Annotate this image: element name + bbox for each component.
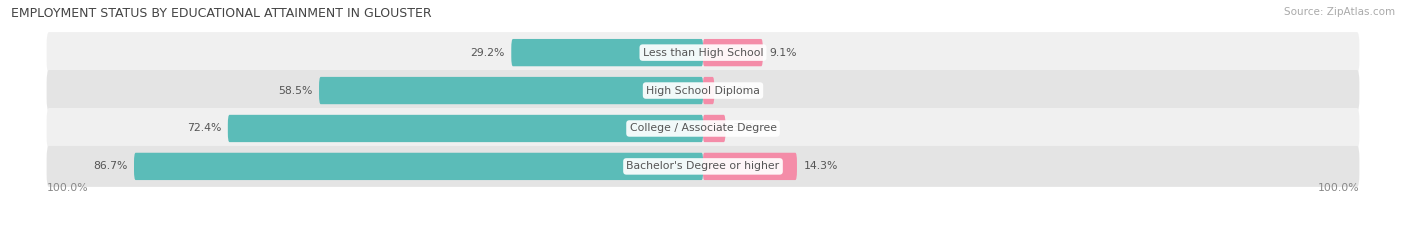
Text: Bachelor's Degree or higher: Bachelor's Degree or higher <box>627 161 779 171</box>
Text: 58.5%: 58.5% <box>278 86 312 96</box>
Text: College / Associate Degree: College / Associate Degree <box>630 123 776 134</box>
FancyBboxPatch shape <box>703 77 714 104</box>
Text: High School Diploma: High School Diploma <box>647 86 759 96</box>
FancyBboxPatch shape <box>703 115 725 142</box>
FancyBboxPatch shape <box>228 115 703 142</box>
Text: Less than High School: Less than High School <box>643 48 763 58</box>
Text: 29.2%: 29.2% <box>471 48 505 58</box>
FancyBboxPatch shape <box>46 108 1360 149</box>
Text: 9.1%: 9.1% <box>769 48 797 58</box>
FancyBboxPatch shape <box>46 146 1360 187</box>
FancyBboxPatch shape <box>512 39 703 66</box>
FancyBboxPatch shape <box>46 32 1360 73</box>
Text: EMPLOYMENT STATUS BY EDUCATIONAL ATTAINMENT IN GLOUSTER: EMPLOYMENT STATUS BY EDUCATIONAL ATTAINM… <box>11 7 432 20</box>
Text: 1.7%: 1.7% <box>721 86 748 96</box>
Text: 86.7%: 86.7% <box>93 161 128 171</box>
FancyBboxPatch shape <box>46 70 1360 111</box>
Text: Source: ZipAtlas.com: Source: ZipAtlas.com <box>1284 7 1395 17</box>
FancyBboxPatch shape <box>703 153 797 180</box>
Text: 100.0%: 100.0% <box>46 183 89 193</box>
Text: 14.3%: 14.3% <box>803 161 838 171</box>
FancyBboxPatch shape <box>134 153 703 180</box>
Text: 72.4%: 72.4% <box>187 123 221 134</box>
Text: 100.0%: 100.0% <box>1317 183 1360 193</box>
Text: 3.4%: 3.4% <box>733 123 759 134</box>
FancyBboxPatch shape <box>319 77 703 104</box>
FancyBboxPatch shape <box>703 39 763 66</box>
